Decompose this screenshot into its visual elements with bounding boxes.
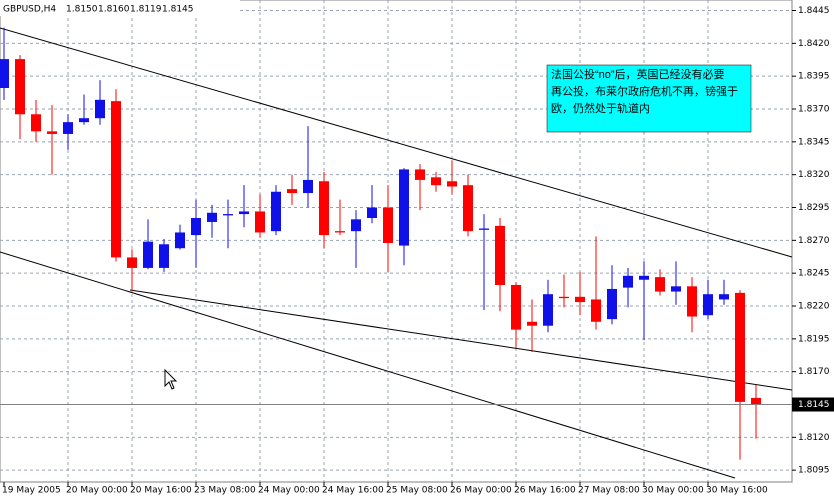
candle-body: [527, 321, 537, 326]
trend-line: [129, 289, 793, 391]
candle-body: [191, 218, 201, 236]
candle-body: [383, 207, 393, 243]
candle-body: [607, 288, 617, 320]
candle-body: [399, 169, 409, 246]
x-tick-label: 24 May 00:00: [258, 486, 320, 496]
x-tick-label: 19 May 2005: [2, 486, 61, 496]
candle-body: [735, 292, 745, 402]
candle-body: [543, 294, 553, 326]
y-tick-label: 1.8245: [798, 269, 830, 279]
candle-body: [175, 232, 185, 249]
y-tick-label: 1.8345: [798, 137, 830, 147]
candle-body: [511, 284, 521, 330]
x-tick-label: 30 May 00:00: [642, 486, 704, 496]
candle-body: [415, 169, 425, 180]
candle-body: [303, 179, 313, 194]
candle-body: [31, 114, 41, 132]
candle-body: [207, 212, 217, 222]
annotation-box: [546, 64, 752, 133]
candle-body: [687, 286, 697, 317]
x-tick-label: 20 May 16:00: [130, 486, 192, 496]
candle-body: [671, 286, 681, 292]
annotation-line: 再公投，布莱尔政府危机不再，镑强于: [551, 84, 738, 98]
x-tick-label: 26 May 00:00: [450, 486, 512, 496]
candle-body: [271, 191, 281, 232]
header-high: 1.8160: [98, 5, 130, 15]
candle-body: [79, 118, 89, 123]
candle-body: [655, 277, 665, 292]
candle-body: [623, 275, 633, 288]
candle-body: [639, 275, 649, 280]
candle-body: [223, 214, 233, 216]
candle-body: [63, 122, 73, 134]
trend-line: [0, 27, 793, 258]
candle-body: [255, 211, 265, 233]
candle-body: [463, 185, 473, 232]
candle-body: [319, 181, 329, 236]
candle-body: [719, 294, 729, 300]
candle-body: [47, 131, 57, 134]
annotation-line: 法国公投“no”后，英国已经没有必要: [551, 67, 725, 81]
candle-body: [559, 296, 569, 299]
price-label-bg: [792, 397, 834, 412]
header-low: 1.8119: [130, 5, 162, 15]
x-tick-label: 23 May 08:00: [194, 486, 256, 496]
candle-body: [351, 219, 361, 232]
x-tick-label: 25 May 08:00: [386, 486, 448, 496]
candle-body: [127, 257, 137, 268]
candle-body: [287, 189, 297, 194]
y-tick-label: 1.8220: [798, 302, 830, 312]
candle-body: [143, 241, 153, 268]
candle-body: [447, 181, 457, 187]
candle-body: [703, 294, 713, 316]
x-tick-label: 24 May 16:00: [322, 486, 384, 496]
y-tick-label: 1.8395: [798, 72, 830, 82]
candle-body: [239, 211, 249, 215]
candle-body: [575, 296, 585, 303]
candle-body: [495, 225, 505, 285]
x-tick-label: 30 May 16:00: [706, 486, 768, 496]
candle-body: [111, 101, 121, 258]
symbol: GBPUSD,H4: [3, 5, 56, 15]
candle-body: [95, 99, 105, 119]
candles: [0, 27, 761, 460]
mouse-cursor: [164, 368, 178, 390]
trend-line: [0, 251, 736, 479]
y-tick-label: 1.8170: [798, 367, 830, 377]
header-bg: [0, 0, 240, 16]
candle-body: [591, 299, 601, 322]
header-open: 1.8150: [66, 5, 98, 15]
x-tick-label: 20 May 00:00: [66, 486, 128, 496]
y-tick-label: 1.8295: [798, 203, 830, 213]
x-tick-label: 26 May 16:00: [514, 486, 576, 496]
y-tick-label: 1.8320: [798, 170, 830, 180]
y-tick-label: 1.8420: [798, 39, 830, 49]
candle-body: [479, 228, 489, 230]
annotation-line: 欧，仍然处于轨道内: [551, 101, 650, 115]
y-tick-label: 1.8195: [798, 334, 830, 344]
candle-body: [159, 244, 169, 268]
price-label: 1.8145: [798, 400, 830, 410]
candle-body: [0, 59, 9, 88]
candle-body: [15, 59, 25, 115]
x-tick-label: 27 May 08:00: [578, 486, 640, 496]
y-tick-label: 1.8445: [798, 6, 830, 16]
candle-body: [335, 231, 345, 233]
header-close: 1.8145: [162, 5, 194, 15]
y-tick-label: 1.8370: [798, 105, 830, 115]
candle-body: [367, 207, 377, 219]
y-tick-label: 1.8270: [798, 236, 830, 246]
trend-lines: [0, 27, 793, 479]
y-tick-label: 1.8120: [798, 433, 830, 443]
y-tick-label: 1.8095: [798, 466, 830, 476]
candle-body: [751, 397, 761, 405]
candle-body: [431, 177, 441, 186]
